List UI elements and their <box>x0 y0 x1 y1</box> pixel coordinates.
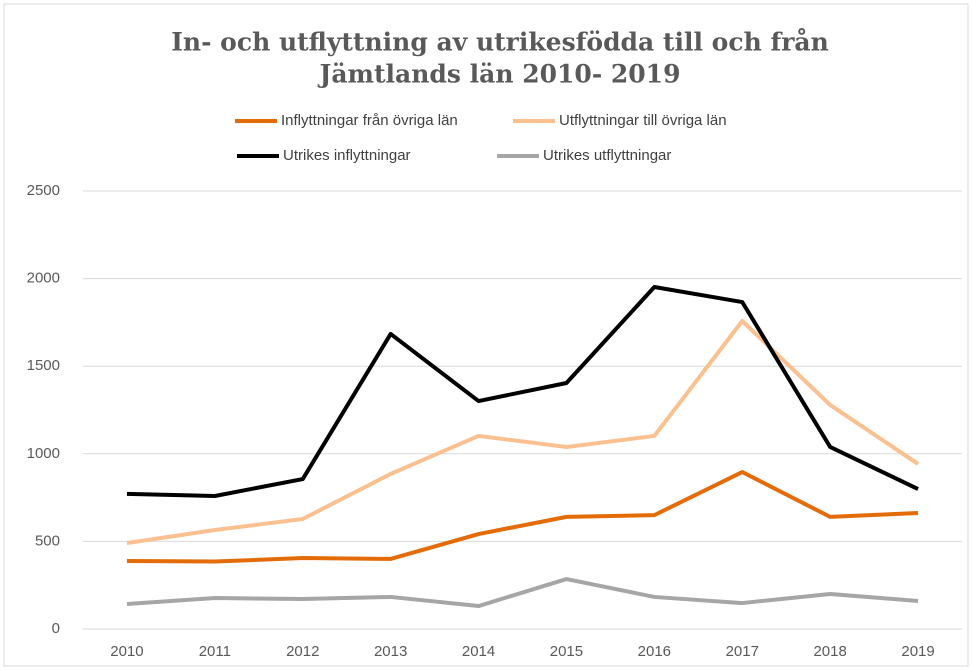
x-tick-label: 2019 <box>901 643 934 660</box>
series-line <box>126 318 920 545</box>
chart-title: In- och utflyttning av utrikesfödda till… <box>171 28 829 57</box>
x-tick-label: 2014 <box>462 643 495 660</box>
x-tick-label: 2012 <box>286 643 319 660</box>
x-tick-label: 2011 <box>199 643 231 660</box>
x-tick-label: 2015 <box>550 643 583 660</box>
legend-label: Utflyttningar till övriga län <box>559 112 727 129</box>
legend-label: Inflyttningar från övriga län <box>281 112 458 129</box>
legend-label: Utrikes utflyttningar <box>543 147 671 164</box>
chart-title: Jämtlands län 2010- 2019 <box>318 60 681 89</box>
x-tick-label: 2013 <box>374 643 407 660</box>
series-line <box>126 470 919 564</box>
legend-label: Utrikes inflyttningar <box>283 147 411 164</box>
series-line <box>126 577 919 609</box>
x-tick-label: 2017 <box>726 643 759 660</box>
x-tick-label: 2016 <box>638 643 671 660</box>
y-tick-label: 2000 <box>27 270 60 287</box>
y-tick-label: 1000 <box>27 445 60 462</box>
y-tick-label: 0 <box>52 620 60 637</box>
x-tick-label: 2010 <box>110 643 143 660</box>
y-tick-label: 2500 <box>27 182 60 199</box>
chart-border <box>3 3 969 667</box>
y-tick-label: 1500 <box>27 357 60 374</box>
series-line <box>126 285 919 499</box>
y-tick-label: 500 <box>35 532 60 549</box>
x-tick-label: 2018 <box>813 643 846 660</box>
